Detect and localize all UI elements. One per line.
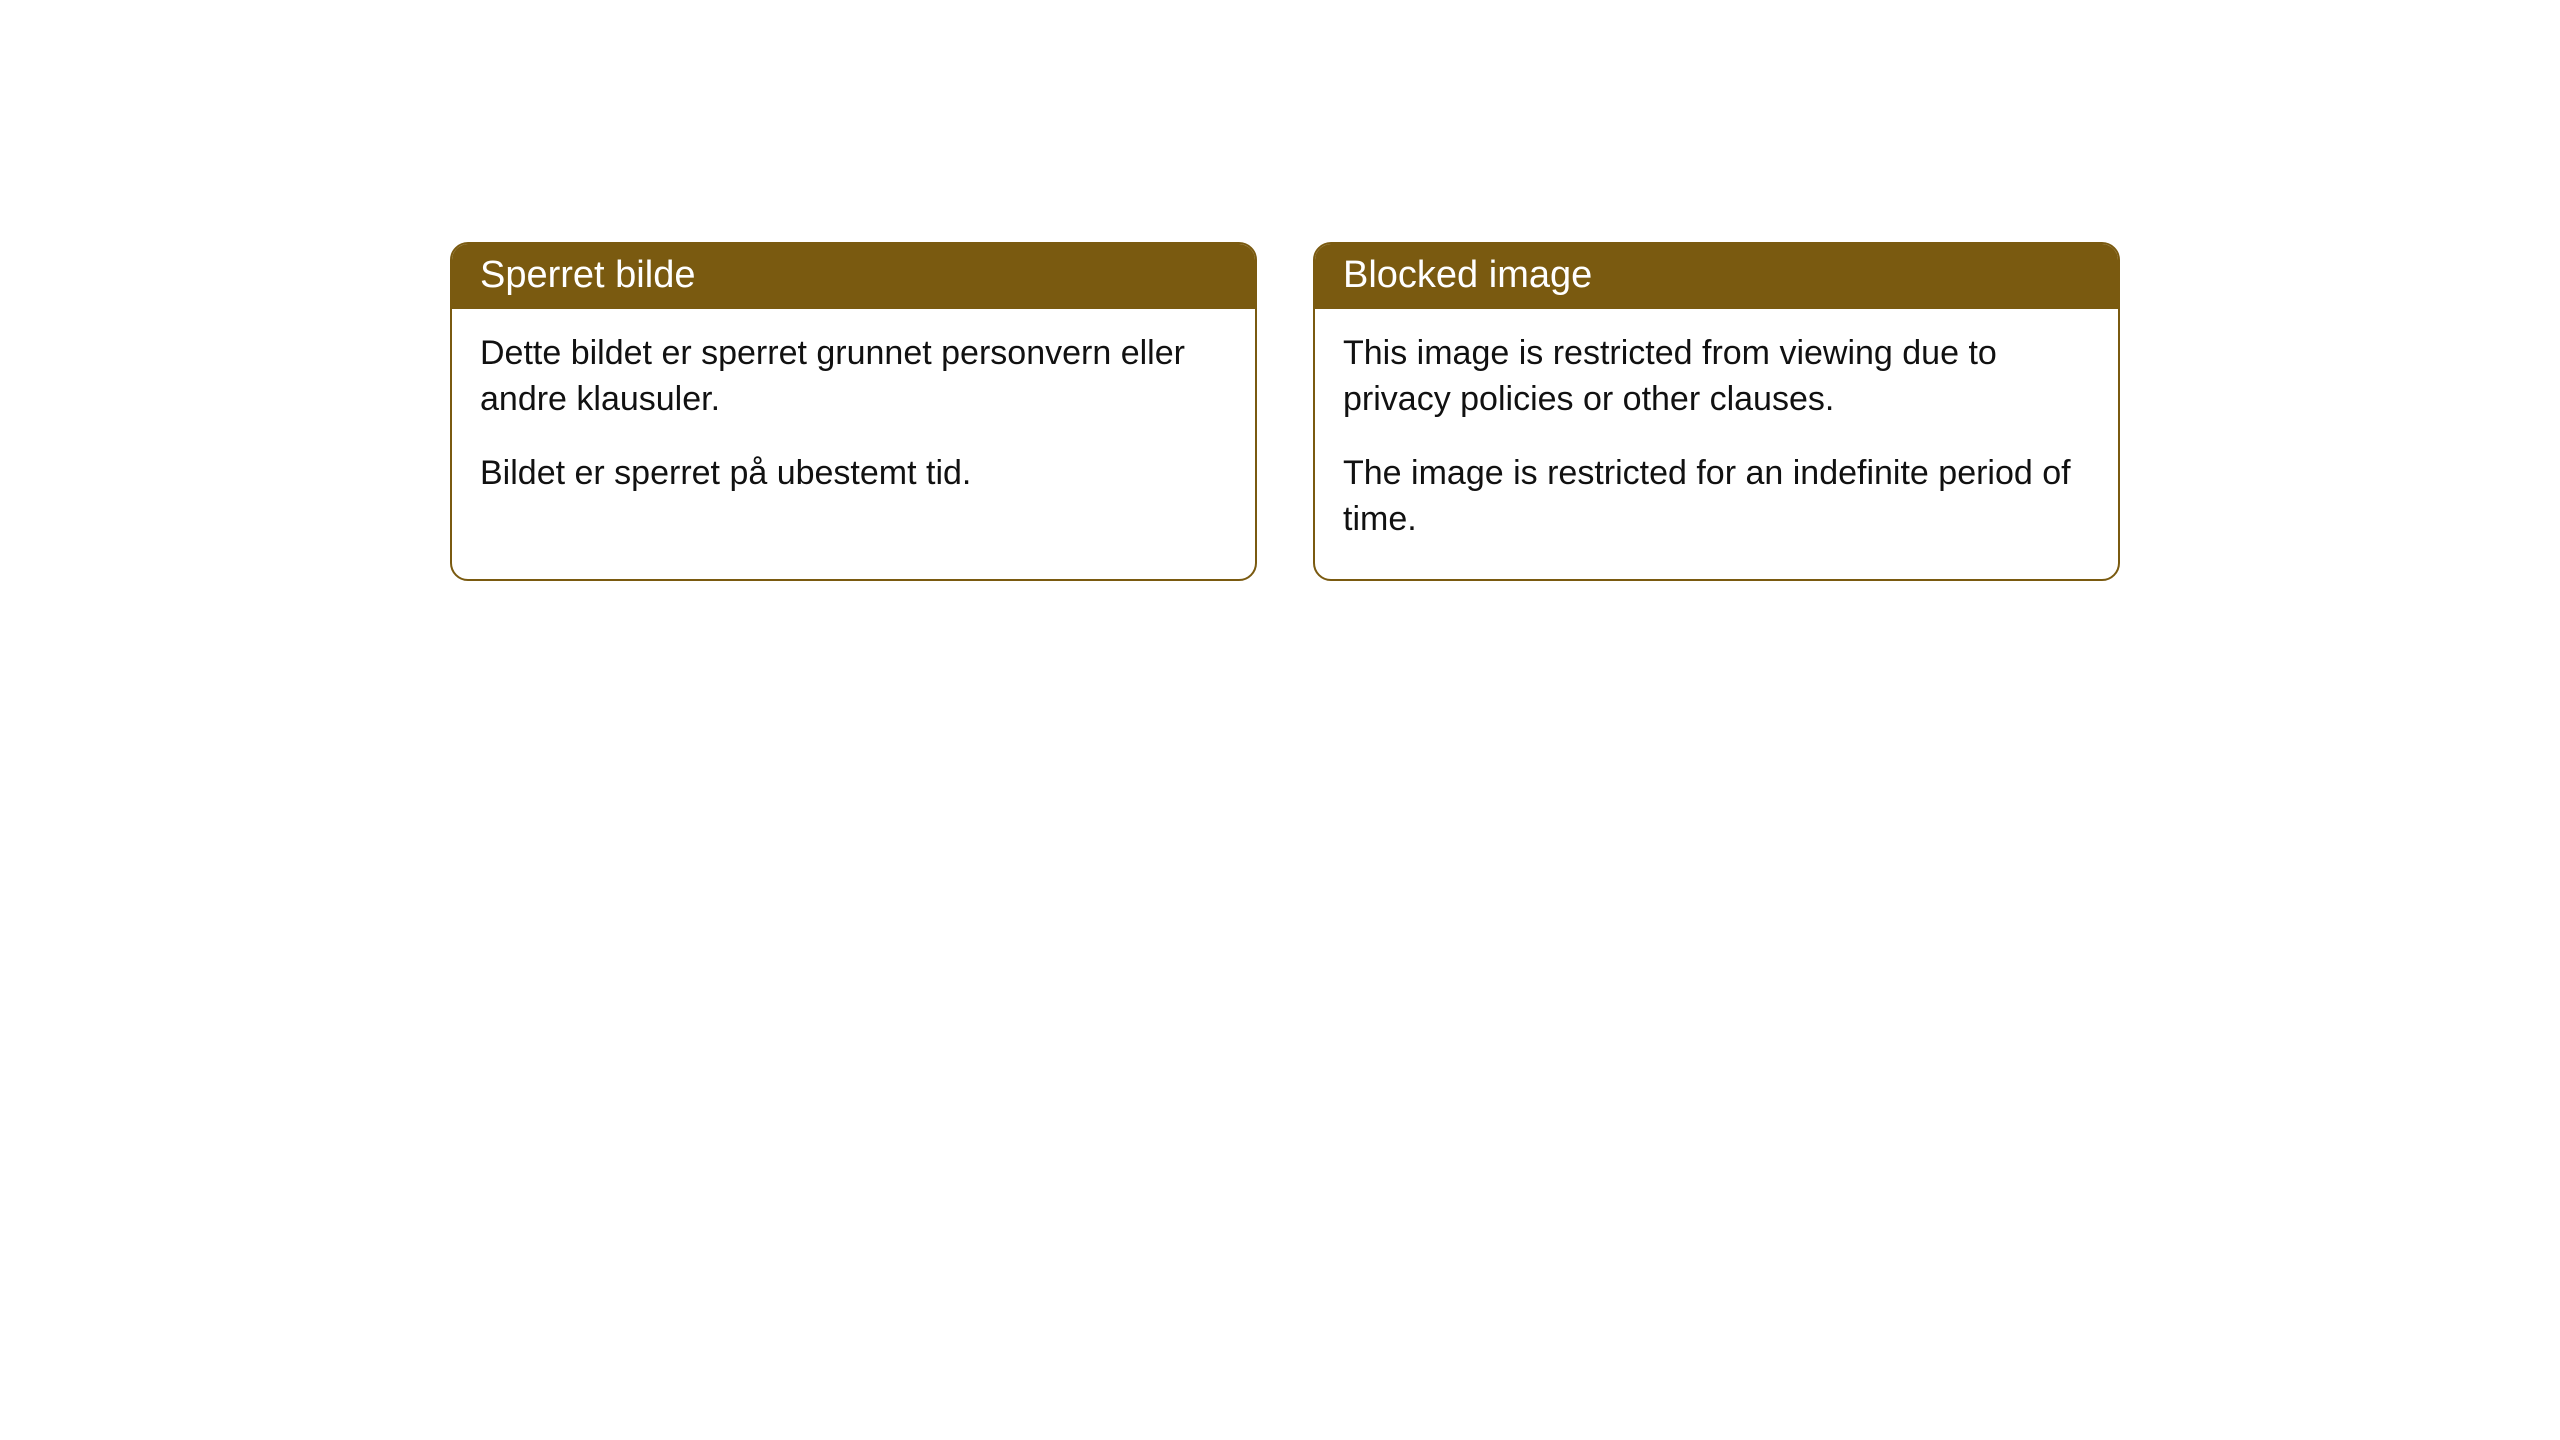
card-paragraph: The image is restricted for an indefinit… [1343,451,2090,543]
card-body: This image is restricted from viewing du… [1315,309,2118,579]
card-paragraph: Dette bildet er sperret grunnet personve… [480,331,1227,423]
card-paragraph: Bildet er sperret på ubestemt tid. [480,451,1227,497]
card-header: Sperret bilde [452,244,1255,309]
card-body: Dette bildet er sperret grunnet personve… [452,309,1255,533]
blocked-image-card-english: Blocked image This image is restricted f… [1313,242,2120,581]
card-paragraph: This image is restricted from viewing du… [1343,331,2090,423]
card-header: Blocked image [1315,244,2118,309]
notice-cards-container: Sperret bilde Dette bildet er sperret gr… [450,242,2120,581]
blocked-image-card-norwegian: Sperret bilde Dette bildet er sperret gr… [450,242,1257,581]
